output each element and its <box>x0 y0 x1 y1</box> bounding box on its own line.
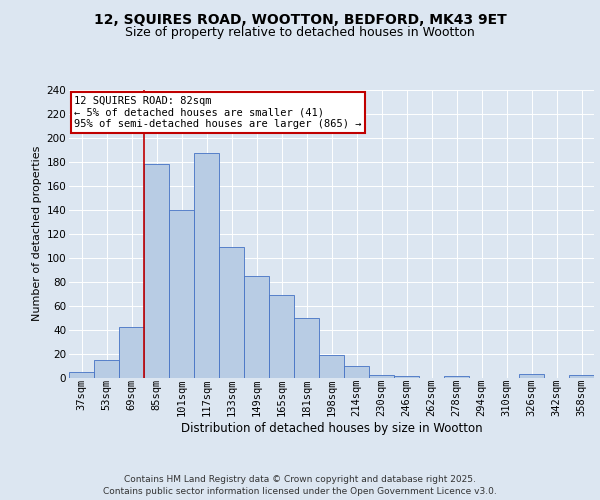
Text: 12 SQUIRES ROAD: 82sqm
← 5% of detached houses are smaller (41)
95% of semi-deta: 12 SQUIRES ROAD: 82sqm ← 5% of detached … <box>74 96 362 129</box>
Bar <box>169 210 194 378</box>
Bar <box>219 247 244 378</box>
Bar <box>394 376 419 378</box>
Bar <box>69 372 94 378</box>
Text: Size of property relative to detached houses in Wootton: Size of property relative to detached ho… <box>125 26 475 39</box>
Bar <box>344 366 369 378</box>
Bar <box>119 327 144 378</box>
X-axis label: Distribution of detached houses by size in Wootton: Distribution of detached houses by size … <box>181 422 482 435</box>
Y-axis label: Number of detached properties: Number of detached properties <box>32 146 43 322</box>
Text: Contains HM Land Registry data © Crown copyright and database right 2025.
Contai: Contains HM Land Registry data © Crown c… <box>103 474 497 496</box>
Bar <box>144 164 169 378</box>
Bar <box>194 154 219 378</box>
Bar <box>244 276 269 378</box>
Bar <box>444 376 469 378</box>
Bar <box>519 374 544 378</box>
Bar <box>569 375 594 378</box>
Bar <box>269 295 294 378</box>
Bar <box>294 318 319 378</box>
Bar <box>94 360 119 378</box>
Bar <box>369 375 394 378</box>
Bar <box>319 354 344 378</box>
Text: 12, SQUIRES ROAD, WOOTTON, BEDFORD, MK43 9ET: 12, SQUIRES ROAD, WOOTTON, BEDFORD, MK43… <box>94 12 506 26</box>
